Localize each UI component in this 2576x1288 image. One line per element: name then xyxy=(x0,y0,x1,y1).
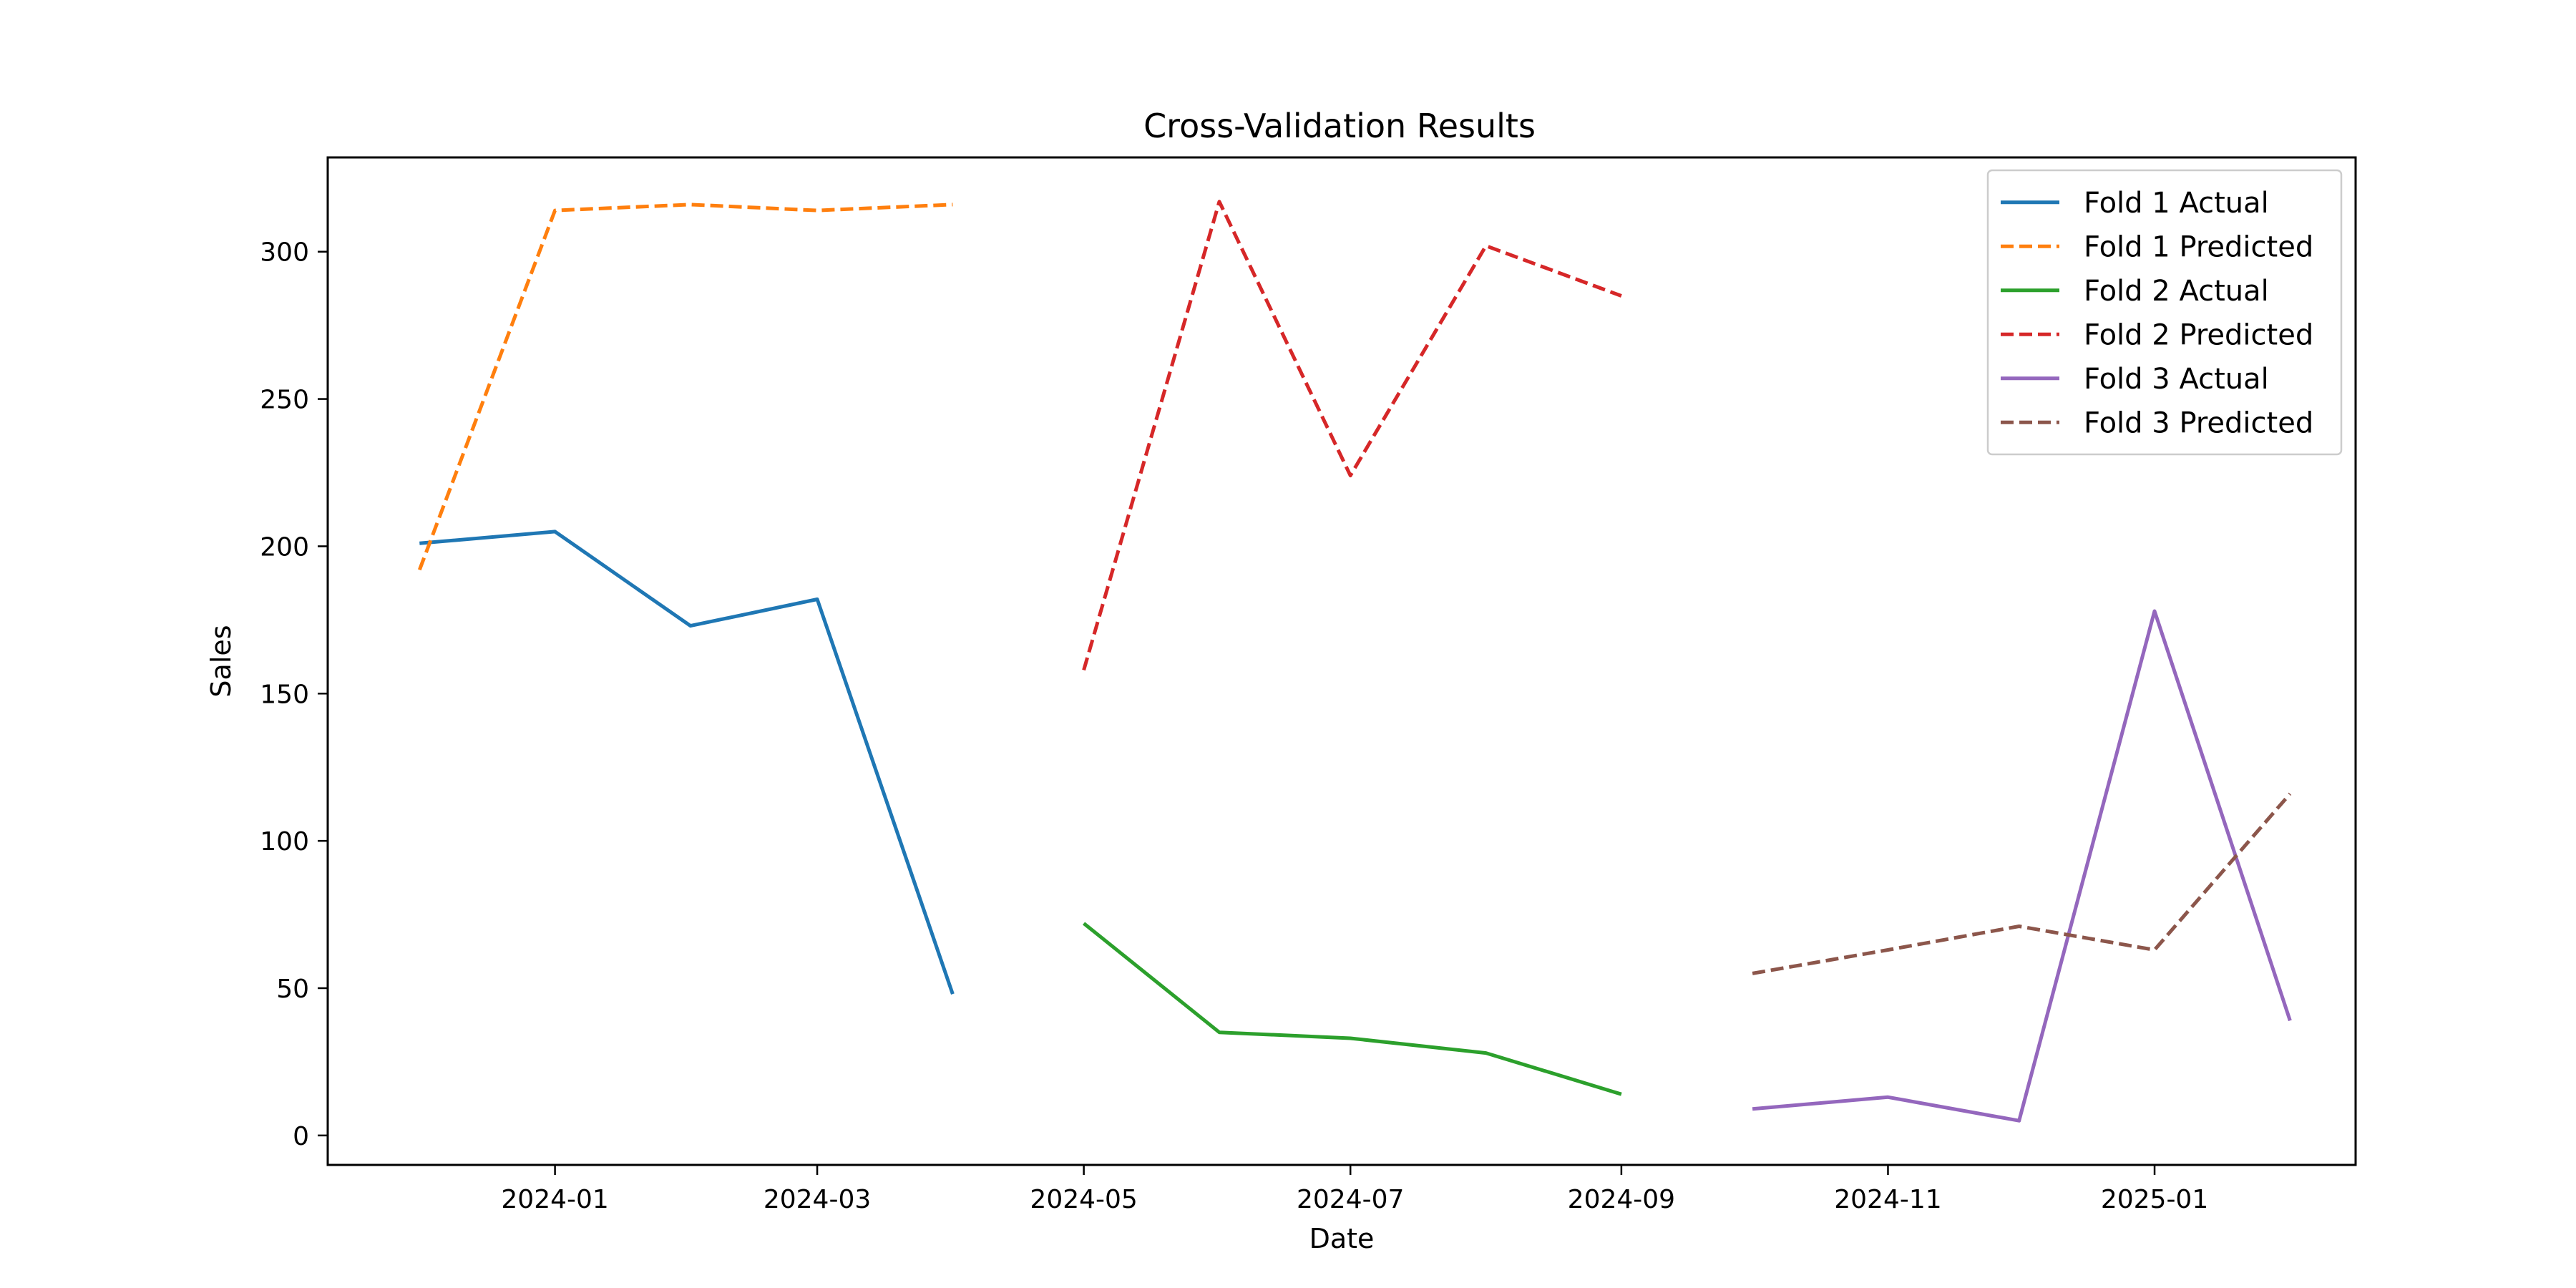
series-line-2 xyxy=(417,203,953,571)
plot-frame xyxy=(326,156,2357,1166)
y-tick-label: 250 xyxy=(260,386,309,415)
x-axis-label: Date xyxy=(1309,1223,1375,1254)
legend-label: Fold 2 Predicted xyxy=(2084,318,2313,351)
x-tick-label: 2025-01 xyxy=(2101,1185,2208,1214)
series-layer xyxy=(417,200,2292,1123)
x-axis: 2024-01 2024-03 2024-05 2024-07 2024-09 2024-… xyxy=(501,1165,2208,1214)
x-tick-label: 2024-05 xyxy=(1030,1185,1137,1214)
x-tick-label: 2024-07 xyxy=(1297,1185,1404,1214)
y-tick-label: 150 xyxy=(260,680,309,709)
y-axis-label: Sales xyxy=(205,625,237,697)
series-line-4 xyxy=(1082,200,1622,671)
y-tick-label: 300 xyxy=(260,238,309,268)
legend-label: Fold 2 Actual xyxy=(2084,275,2269,308)
series-line-3 xyxy=(1083,922,1622,1096)
series-line-6 xyxy=(1752,792,2292,975)
x-tick-label: 2024-11 xyxy=(1834,1185,1941,1214)
series-line-5 xyxy=(1752,609,2292,1123)
legend-box xyxy=(1986,169,2343,456)
y-axis: 0 50 100 150 200 250 300 xyxy=(260,238,328,1151)
y-tick-label: 50 xyxy=(276,975,309,1004)
legend-label: Fold 3 Actual xyxy=(2084,363,2269,396)
legend-label: Fold 1 Predicted xyxy=(2084,230,2313,263)
legend-label: Fold 3 Predicted xyxy=(2084,406,2313,439)
legend: Fold 1 Actual Fold 1 Predicted Fold 2 Actu… xyxy=(1986,169,2343,456)
legend-label: Fold 1 Actual xyxy=(2084,187,2269,220)
x-tick-label: 2024-09 xyxy=(1568,1185,1675,1214)
x-tick-label: 2024-01 xyxy=(501,1185,608,1214)
x-tick-label: 2024-03 xyxy=(763,1185,871,1214)
chart-title: Cross-Validation Results xyxy=(1143,107,1536,145)
y-tick-label: 100 xyxy=(260,827,309,857)
y-tick-label: 200 xyxy=(260,532,309,562)
series-line-1 xyxy=(419,530,955,995)
y-tick-label: 0 xyxy=(293,1122,309,1151)
